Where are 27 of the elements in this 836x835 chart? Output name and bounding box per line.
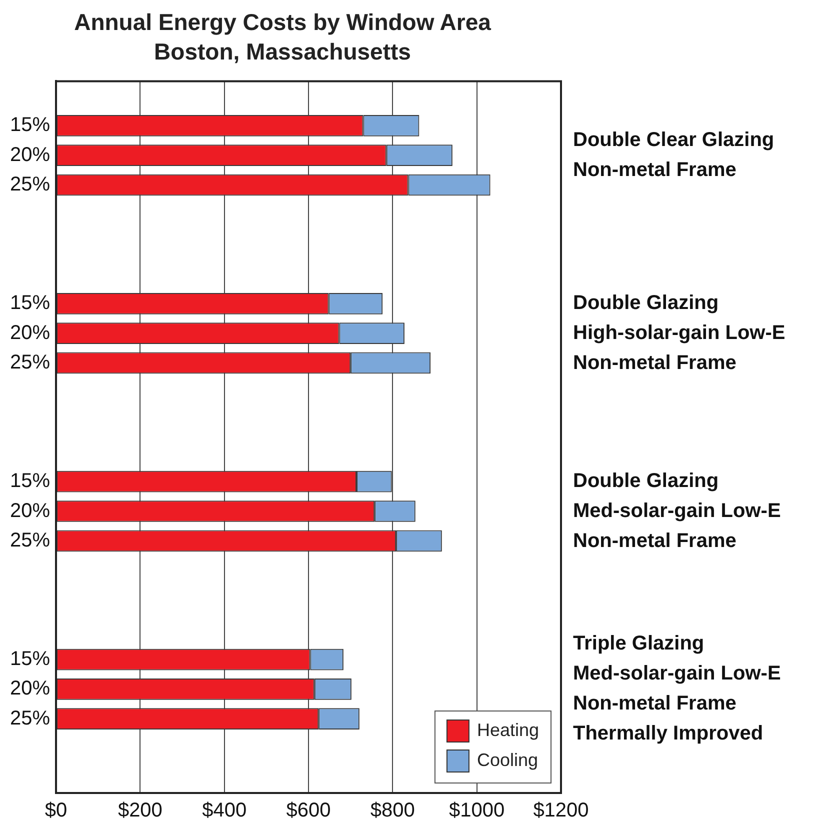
y-tick-label: 25% (10, 174, 50, 196)
x-tick-label: $200 (118, 800, 162, 822)
legend-label: Cooling (476, 750, 538, 770)
text: Double Glazing Med-solar-gain Low-E Non-metal Frame (573, 470, 781, 552)
y-tick-label: 25% (10, 351, 50, 374)
y-tick-label: 20% (10, 678, 50, 700)
y-tick-label: 15% (10, 648, 50, 670)
text: Triple Glazing Med-solar-gain Low-E Non-metal Frame Thermally Improved (573, 632, 781, 745)
legend-label: Heating (476, 720, 540, 740)
y-tick-label: 25% (10, 707, 50, 730)
x-tick-label: $800 (370, 800, 415, 822)
y-tick-label: 20% (10, 144, 50, 166)
x-tick-label: $0 (44, 800, 68, 822)
text: Double Clear Glazing Non-metal Frame (573, 128, 774, 181)
text: Double Glazing High-solar-gain Low-E Non-metal Frame (573, 292, 786, 374)
y-tick-label: 25% (10, 529, 50, 552)
y-tick-label: 20% (10, 500, 50, 522)
y-tick-label: 15% (10, 114, 50, 136)
x-tick-label: $600 (286, 800, 331, 822)
y-tick-label: 20% (10, 322, 50, 344)
x-tick-label: $1000 (449, 800, 505, 822)
chart-subtitle: Boston, Massachusetts (154, 38, 411, 65)
y-tick-label: 15% (10, 292, 50, 314)
x-tick-label: $400 (202, 800, 247, 822)
chart-title: Annual Energy Costs by Window Area (74, 9, 492, 36)
x-tick-label: $1200 (533, 800, 589, 822)
y-tick-label: 15% (10, 470, 50, 492)
